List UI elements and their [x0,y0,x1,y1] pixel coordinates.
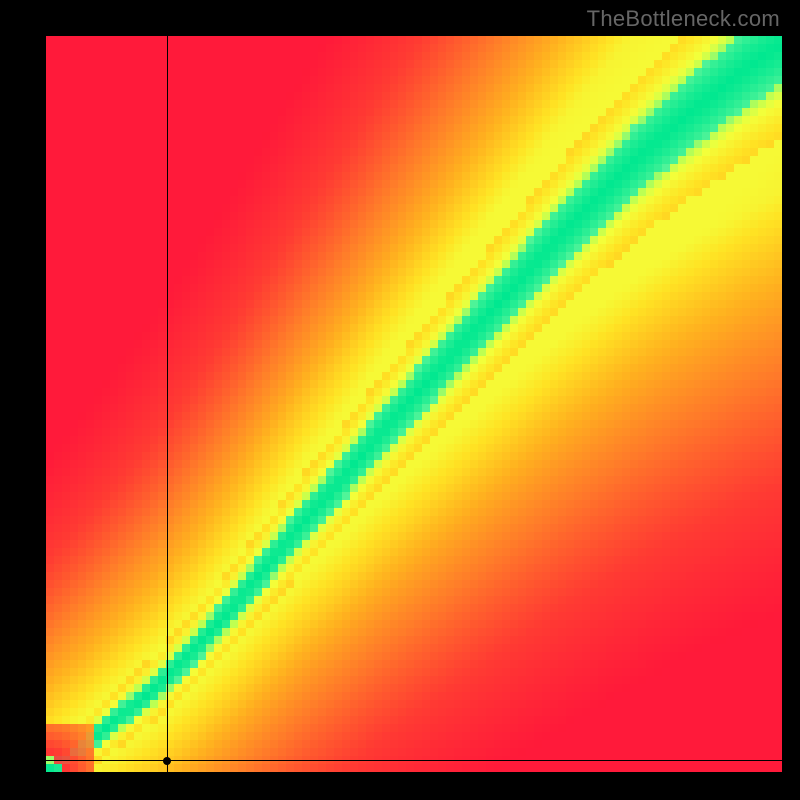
watermark-text: TheBottleneck.com [587,6,780,32]
crosshair-horizontal [46,760,782,761]
crosshair-vertical [167,36,168,772]
chart-container: TheBottleneck.com [0,0,800,800]
heatmap-canvas [46,36,782,772]
